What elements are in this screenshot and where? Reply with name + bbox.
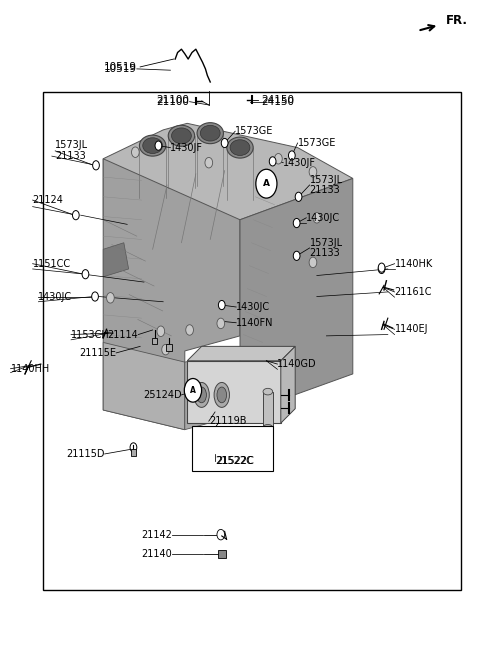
Circle shape (309, 257, 317, 268)
Polygon shape (187, 346, 295, 361)
Text: 1140EJ: 1140EJ (395, 324, 428, 335)
Bar (131, 449, 136, 456)
Circle shape (293, 218, 300, 228)
Text: 21522C: 21522C (216, 455, 254, 466)
Circle shape (107, 293, 114, 303)
Text: 1430JF: 1430JF (283, 157, 316, 168)
Circle shape (293, 251, 300, 260)
Circle shape (157, 326, 165, 337)
Ellipse shape (197, 387, 206, 403)
Circle shape (269, 157, 276, 166)
Circle shape (295, 192, 302, 201)
Circle shape (72, 211, 79, 220)
Circle shape (378, 263, 385, 272)
Text: 24150: 24150 (262, 96, 295, 107)
Bar (152, 338, 157, 344)
Text: 1140GD: 1140GD (277, 359, 317, 369)
Ellipse shape (227, 137, 253, 158)
Bar (43, 92, 461, 590)
Text: 21115E: 21115E (79, 348, 116, 358)
Text: A: A (190, 386, 196, 395)
Circle shape (93, 161, 99, 170)
Circle shape (217, 318, 225, 329)
Bar (218, 550, 226, 558)
Circle shape (256, 169, 277, 198)
Ellipse shape (214, 382, 229, 407)
Ellipse shape (230, 140, 250, 155)
Polygon shape (240, 178, 353, 415)
Circle shape (186, 325, 193, 335)
Circle shape (155, 141, 162, 150)
Circle shape (275, 154, 282, 164)
Text: 1151CC: 1151CC (33, 258, 71, 269)
Ellipse shape (197, 123, 224, 144)
Text: 1573JL
21133: 1573JL 21133 (310, 237, 343, 258)
Text: 10519: 10519 (104, 62, 137, 72)
Text: 1430JF: 1430JF (170, 142, 204, 153)
Text: 1430JC: 1430JC (306, 213, 340, 223)
Text: 25124D: 25124D (143, 390, 181, 400)
Bar (263, 392, 273, 428)
Circle shape (184, 379, 202, 402)
Circle shape (221, 138, 228, 148)
Text: 21100: 21100 (157, 96, 190, 107)
Circle shape (130, 443, 137, 452)
Ellipse shape (143, 138, 163, 154)
Text: 1430JC: 1430JC (236, 302, 270, 312)
Polygon shape (281, 346, 295, 423)
Circle shape (92, 292, 98, 301)
Text: 21119B: 21119B (209, 416, 246, 426)
Circle shape (218, 300, 225, 310)
Circle shape (217, 529, 225, 540)
Text: 24150: 24150 (262, 94, 295, 105)
Ellipse shape (194, 382, 209, 407)
Text: 1140HK: 1140HK (395, 258, 433, 269)
Text: 1573GE: 1573GE (235, 126, 274, 136)
Text: 1140FN: 1140FN (236, 318, 274, 328)
Text: 21114: 21114 (108, 329, 138, 340)
Ellipse shape (217, 387, 227, 403)
Circle shape (288, 151, 295, 160)
Ellipse shape (168, 125, 195, 146)
Text: 10519: 10519 (104, 64, 137, 74)
Text: 21161C: 21161C (395, 287, 432, 297)
Text: 21140: 21140 (141, 549, 172, 560)
Polygon shape (103, 159, 240, 430)
Text: 1140HH: 1140HH (11, 363, 50, 374)
Text: 21142: 21142 (141, 529, 172, 540)
Text: 1430JC: 1430JC (38, 291, 72, 302)
Ellipse shape (263, 424, 273, 431)
Text: A: A (263, 179, 270, 188)
Text: 1153CH: 1153CH (71, 329, 110, 340)
Text: FR.: FR. (445, 14, 468, 28)
Circle shape (313, 213, 321, 223)
Text: 21100: 21100 (157, 94, 190, 105)
Circle shape (162, 344, 169, 355)
Text: 21522C: 21522C (215, 455, 253, 466)
Ellipse shape (171, 128, 192, 144)
Polygon shape (185, 351, 240, 430)
Circle shape (205, 157, 213, 168)
Circle shape (82, 270, 89, 279)
Text: 1573GE: 1573GE (298, 138, 336, 148)
Circle shape (378, 264, 385, 274)
Text: 1573JL
21133: 1573JL 21133 (55, 140, 88, 161)
Text: 21124: 21124 (33, 195, 63, 205)
Ellipse shape (263, 388, 273, 395)
Text: 1573JL
21133: 1573JL 21133 (310, 174, 343, 195)
Circle shape (132, 147, 139, 157)
Circle shape (309, 167, 317, 177)
Ellipse shape (200, 125, 220, 141)
Ellipse shape (140, 135, 166, 156)
Bar (187, 361, 281, 423)
Polygon shape (103, 342, 185, 430)
Text: 21115D: 21115D (66, 449, 105, 459)
Bar (166, 344, 172, 351)
Bar (192, 426, 273, 471)
Polygon shape (103, 243, 129, 277)
Polygon shape (103, 123, 353, 220)
